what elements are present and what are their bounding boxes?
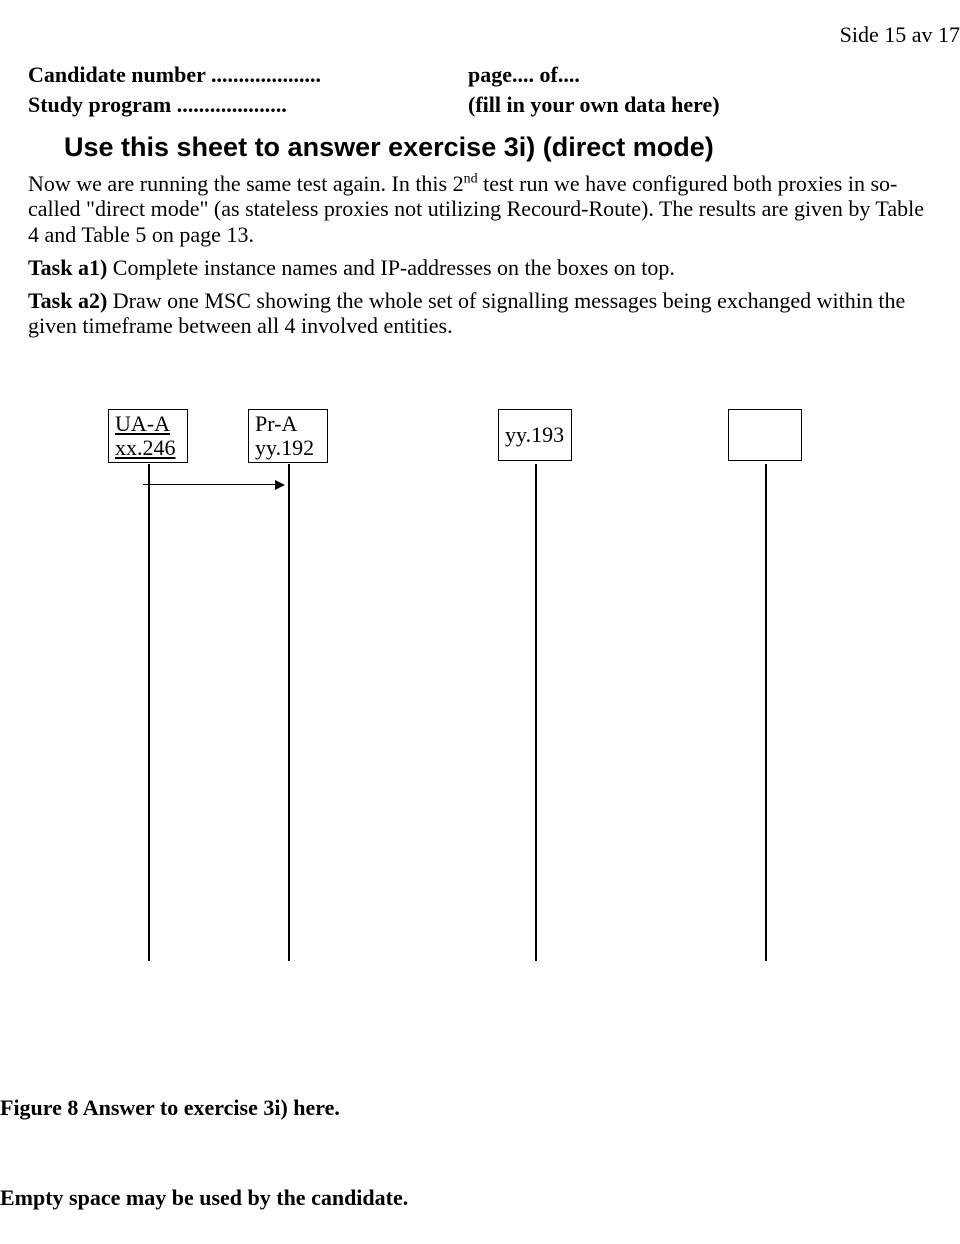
lifeline-2 <box>535 464 537 961</box>
task-a1-text: Complete instance names and IP-addresses… <box>107 255 675 280</box>
lifeline-0 <box>148 464 150 961</box>
footer-note: Empty space may be used by the candidate… <box>0 1185 408 1211</box>
page-indicator: Side 15 av 17 <box>840 22 960 48</box>
entity-addr: yy.193 <box>505 423 565 447</box>
msc-entity-0: UA-Axx.246 <box>108 409 188 463</box>
msc-arrow-line <box>143 484 277 486</box>
msc-entity-box-3 <box>728 409 802 461</box>
entity-name: Pr-A <box>255 412 321 436</box>
fill-in-label: (fill in your own data here) <box>468 92 720 118</box>
entity-name: UA-A <box>115 412 181 436</box>
tasks-block: Task a1) Complete instance names and IP-… <box>28 255 932 339</box>
lifeline-3 <box>765 464 767 961</box>
msc-entity-1: Pr-Ayy.192 <box>248 409 328 463</box>
task-a2-text: Draw one MSC showing the whole set of si… <box>28 288 905 338</box>
intro-text-1: Now we are running the same test again. … <box>28 171 464 196</box>
msc-entity-2: yy.193 <box>498 409 572 461</box>
intro-superscript: nd <box>464 172 478 187</box>
msc-arrow-head <box>275 480 285 490</box>
entity-addr: xx.246 <box>115 436 181 460</box>
msc-diagram: UA-Axx.246 Pr-Ayy.192 yy.193 <box>28 409 932 969</box>
msc-entity-box-0: UA-Axx.246 <box>108 409 188 463</box>
entity-addr: yy.192 <box>255 436 321 460</box>
intro-paragraph: Now we are running the same test again. … <box>28 171 932 247</box>
figure-caption: Figure 8 Answer to exercise 3i) here. <box>0 1095 340 1121</box>
msc-entity-box-1: Pr-Ayy.192 <box>248 409 328 463</box>
msc-entity-box-2: yy.193 <box>498 409 572 461</box>
task-a1-label: Task a1) <box>28 255 107 280</box>
task-a2-label: Task a2) <box>28 288 107 313</box>
page-of-label: page.... of.... <box>468 62 580 88</box>
header-block: Candidate number .................... pa… <box>28 62 932 118</box>
sheet-title: Use this sheet to answer exercise 3i) (d… <box>64 132 932 163</box>
candidate-number-label: Candidate number .................... <box>28 62 468 88</box>
lifeline-1 <box>288 464 290 961</box>
msc-entity-3 <box>728 409 802 461</box>
study-program-label: Study program .................... <box>28 92 468 118</box>
